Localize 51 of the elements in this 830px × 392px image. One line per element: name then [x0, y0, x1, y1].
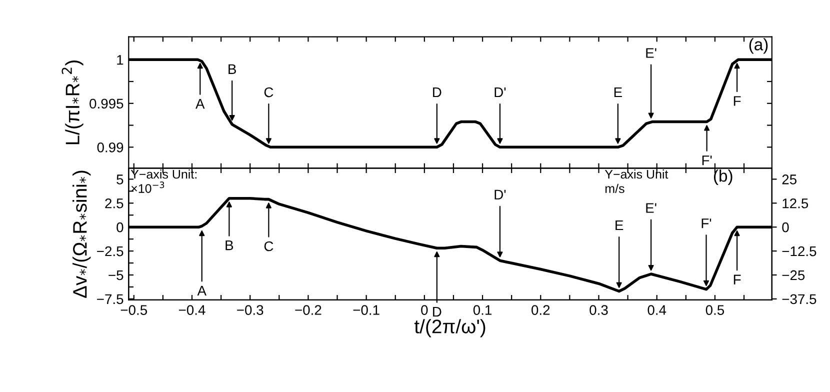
x-tick-label: 0.4	[648, 305, 666, 315]
annotation: A	[196, 99, 205, 109]
y-tick-label: 5	[116, 174, 124, 184]
annotation: F'	[702, 218, 712, 228]
y2-tick-label: −25	[782, 270, 805, 280]
annotation: C	[264, 87, 274, 98]
x-tick-label: −0.4	[178, 305, 206, 315]
x-tick-label: −0.3	[237, 305, 264, 315]
annotation: E'	[646, 203, 656, 213]
y-tick-label: −7.5	[97, 294, 124, 304]
annotation: E'	[646, 48, 656, 58]
y-axis-title: L/(πI$_{*}$R$_{*}$$^{2}$)	[62, 60, 84, 144]
annotation: F'	[702, 156, 712, 166]
annotation: D	[433, 88, 442, 98]
annotation: F	[734, 274, 741, 284]
x-tick-label: 0.1	[473, 305, 492, 315]
annotation: Y−axis Unit m/s	[604, 169, 668, 194]
annotation: E	[616, 220, 624, 230]
y-tick-label: 0.99	[97, 142, 124, 152]
y2-tick-label: −12.5	[782, 246, 816, 256]
y-tick-label: 1	[117, 55, 124, 65]
annotation: A	[197, 286, 206, 296]
annotation: (a)	[749, 38, 768, 54]
x-tick-label: 0.5	[706, 305, 724, 315]
annotation: D	[433, 306, 442, 317]
x-tick-label: 0	[421, 305, 428, 315]
y-tick-label: −5	[108, 270, 124, 280]
y-tick-label: 0.995	[90, 98, 124, 109]
annotation: D'	[494, 88, 506, 98]
annotation: (b)	[714, 169, 732, 186]
y-tick-label: −2.5	[97, 246, 124, 256]
x-axis-title: t/(2π/ω')	[414, 319, 486, 338]
y2-tick-label: 12.5	[782, 198, 808, 208]
x-tick-label: −0.1	[353, 305, 380, 315]
annotation: B	[226, 240, 234, 250]
x-tick-label: 0.2	[532, 305, 550, 315]
x-tick-label: −0.2	[295, 305, 322, 315]
annotation: C	[264, 241, 274, 252]
y-tick-label: 2.5	[105, 198, 124, 208]
y2-tick-label: 0	[782, 222, 789, 232]
text: Δv$_{*}$/(Ω$_{*}$R$_{*}$sini$_{*}$)	[72, 170, 91, 298]
x-tick-label: 0.3	[590, 305, 608, 315]
y-tick-label: 0	[116, 222, 124, 232]
y2-tick-label: −37.5	[782, 294, 816, 304]
y2-tick-label: 25	[782, 174, 796, 184]
annotation: D'	[494, 190, 506, 200]
x-tick-label: −0.5	[120, 305, 148, 315]
annotation: E	[614, 88, 622, 98]
annotation: B	[228, 64, 236, 74]
annotation: Y−axis Unit: ×10$^{−3}$	[130, 169, 196, 193]
annotation: F	[734, 96, 741, 106]
